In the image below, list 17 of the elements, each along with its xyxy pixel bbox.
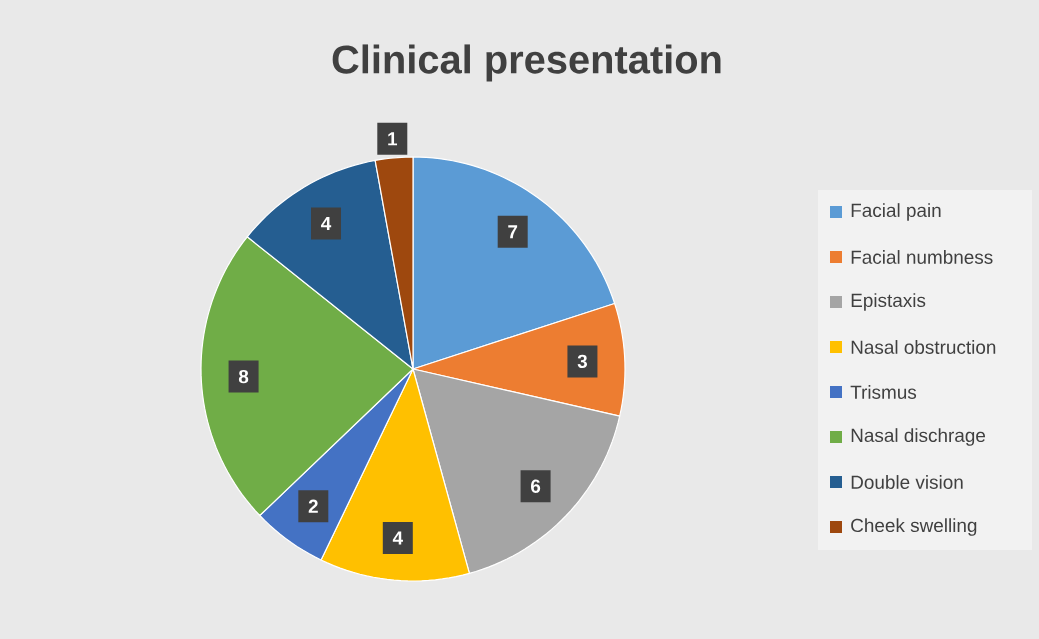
legend-label: Facial numbness (851, 250, 993, 264)
legend-label: Facial pain (851, 203, 941, 221)
chart-title: Clinical presentation (332, 44, 721, 82)
data-label: 8 (238, 369, 249, 384)
legend-label: Double vision (851, 475, 963, 489)
legend-label: Nasal dischrage (851, 428, 986, 446)
data-label: 1 (388, 132, 398, 146)
data-label: 4 (392, 531, 403, 545)
data-label: 4 (321, 216, 332, 230)
legend-label: Cheek swelling (851, 518, 977, 536)
legend-label: Nasal obstruction (851, 340, 996, 354)
legend-label: Trismus (850, 385, 917, 399)
data-label: 3 (577, 354, 588, 369)
data-label: 7 (508, 225, 518, 239)
data-label: 6 (531, 479, 541, 493)
data-label: 2 (308, 499, 318, 513)
legend-label: Epistaxis (851, 293, 926, 311)
